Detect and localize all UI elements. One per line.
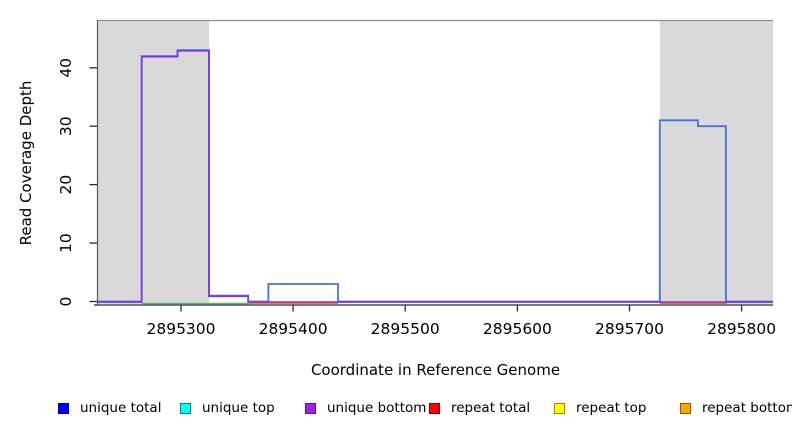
legend-item-repeat-top: repeat top	[554, 400, 647, 416]
x-tick-label: 2895600	[483, 320, 552, 338]
unique-top-swatch-icon	[180, 402, 191, 414]
legend-item-repeat-bottom: repeat bottom	[680, 400, 792, 416]
coverage-plot-canvas: 2895300 2895400 2895500 2895600 2895700 28958…	[57, 19, 776, 338]
legend-item-unique-top: unique top	[180, 400, 275, 416]
x-tick-label: 2895400	[259, 320, 328, 338]
x-tick-label: 2895800	[707, 320, 776, 338]
series-unique-bottom	[98, 49, 773, 303]
legend-label: unique bottom	[327, 400, 427, 416]
legend-label: repeat total	[451, 400, 531, 416]
legend-label: repeat bottom	[702, 400, 792, 416]
x-tick-label: 2895500	[371, 320, 440, 338]
legend-label: unique top	[202, 400, 275, 416]
unique-total-swatch-icon	[58, 402, 69, 414]
legend: unique total unique top unique bottom re…	[0, 400, 792, 419]
y-tick-label: 40	[57, 58, 75, 78]
y-tick-label: 20	[57, 175, 75, 195]
shaded-repeat-region-right	[659, 21, 773, 304]
repeat-top-swatch-icon	[554, 402, 565, 414]
shaded-repeat-region-left	[98, 21, 209, 304]
unique-bottom-swatch-icon	[305, 402, 316, 414]
legend-label: repeat top	[576, 400, 647, 416]
x-tick-label: 2895300	[146, 320, 215, 338]
x-tick-label: 2895700	[595, 320, 664, 338]
legend-item-unique-total: unique total	[58, 400, 162, 416]
legend-label: unique total	[80, 400, 162, 416]
legend-item-unique-bottom: unique bottom	[305, 400, 427, 416]
x-axis-title: Coordinate in Reference Genome	[310, 361, 561, 379]
y-axis-title: Read Coverage Depth	[17, 80, 35, 246]
y-tick-label: 0	[57, 297, 75, 307]
legend-item-repeat-total: repeat total	[429, 400, 531, 416]
repeat-bottom-swatch-icon	[680, 402, 691, 414]
y-tick-label: 10	[57, 233, 75, 253]
repeat-total-swatch-icon	[429, 402, 440, 414]
y-tick-label: 30	[57, 116, 75, 136]
